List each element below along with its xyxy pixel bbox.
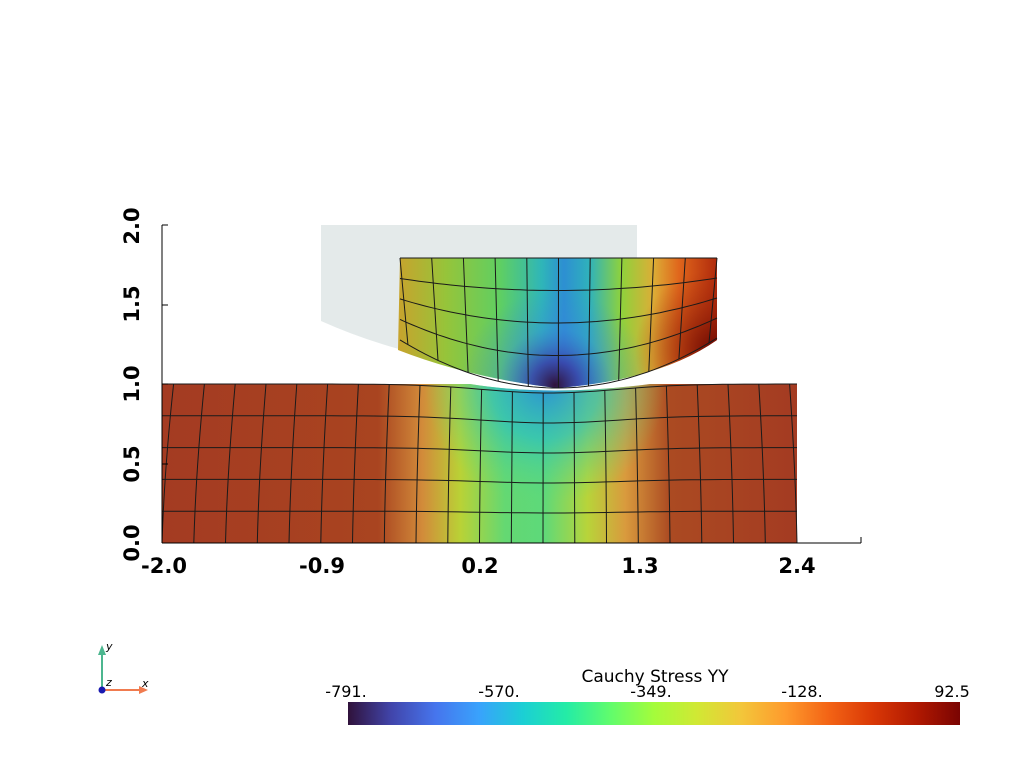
slab-mesh-column-line [665, 385, 671, 544]
slab-mesh-column-line [727, 384, 734, 544]
punch-mesh [399, 257, 718, 389]
punch-mesh-column-line [431, 257, 439, 361]
y-tick-label: 2.0 [120, 207, 144, 244]
punch-mesh-column-line [494, 257, 499, 382]
slab-mesh-column-line [320, 383, 329, 544]
slab-mesh-column-line [758, 384, 766, 544]
slab-body[interactable] [161, 383, 798, 544]
y-tick-label: 0.5 [120, 445, 144, 482]
y-tick-label: 0.0 [120, 524, 144, 561]
slab-mesh-column-line [447, 386, 452, 544]
x-tick-label: -2.0 [141, 554, 187, 578]
orientation-axes-widget[interactable]: y x z [98, 640, 149, 694]
colorbar-label: -570. [478, 682, 519, 701]
punch-mesh-column-line [588, 257, 591, 387]
slab-mesh-column-line [479, 389, 483, 544]
slab-mesh-column-line [193, 383, 205, 544]
slab-mesh-row-line [162, 415, 797, 424]
triad-z-label: z [105, 676, 112, 689]
x-axis-tick-labels: -2.0 -0.9 0.2 1.3 2.4 [141, 554, 816, 578]
punch-mesh-column-line [618, 257, 623, 381]
slab-mesh-column-line [288, 383, 298, 544]
slab-mesh-column-line [510, 391, 513, 544]
y-tick-label: 1.0 [120, 365, 144, 402]
slab-mesh-column-line [225, 383, 236, 544]
x-tick-label: -0.9 [299, 554, 345, 578]
x-tick-label: 2.4 [778, 554, 815, 578]
slab-mesh-column-line [352, 384, 359, 544]
slab-mesh-row-line [162, 447, 797, 454]
slab-mesh-column-line [383, 384, 390, 544]
slab-mesh-column-line [415, 385, 421, 544]
slab-mesh-column-line [256, 383, 267, 544]
triad-z-dot-icon [98, 686, 106, 694]
slab-mesh-row-line [162, 383, 797, 394]
colorbar-label: -791. [325, 682, 366, 701]
x-tick-label: 1.3 [621, 554, 658, 578]
triad-y-label: y [105, 640, 113, 653]
punch-body[interactable] [396, 256, 720, 392]
y-axis-tick-labels: 0.0 0.5 1.0 1.5 2.0 [120, 207, 144, 561]
punch-mesh-column-line [678, 257, 686, 360]
triad-x-label: x [141, 677, 149, 690]
punch-mesh-column-line [399, 257, 409, 345]
punch-mesh-column-line [648, 257, 655, 372]
slab-mesh-row-line [162, 478, 797, 484]
punch-mesh-column-line [708, 257, 718, 343]
punch-mesh-column-line [462, 257, 469, 373]
slab-mesh-column-line [635, 387, 639, 544]
slab-mesh-column-line [604, 390, 607, 544]
triad-y-arrowhead-icon [98, 645, 106, 655]
scalar-bar[interactable]: Cauchy Stress YY -791. -570. -349. -128.… [325, 667, 970, 725]
x-tick-label: 0.2 [461, 554, 498, 578]
cube-axes [161, 224, 862, 544]
slab-mesh-column-line [789, 383, 798, 544]
slab-mesh-column-line [696, 384, 703, 544]
colorbar-label: 92.5 [934, 682, 970, 701]
triad-x-arrowhead-icon [139, 686, 148, 694]
punch-mesh-column-line [526, 257, 529, 387]
colorbar-ramp [348, 702, 960, 725]
slab-mesh-column-line [161, 383, 175, 544]
colorbar-label: -349. [630, 682, 671, 701]
colorbar-title: Cauchy Stress YY [581, 667, 729, 687]
colorbar-label: -128. [781, 682, 822, 701]
slab-mesh-column-line [573, 392, 576, 544]
y-tick-label: 1.5 [120, 285, 144, 322]
